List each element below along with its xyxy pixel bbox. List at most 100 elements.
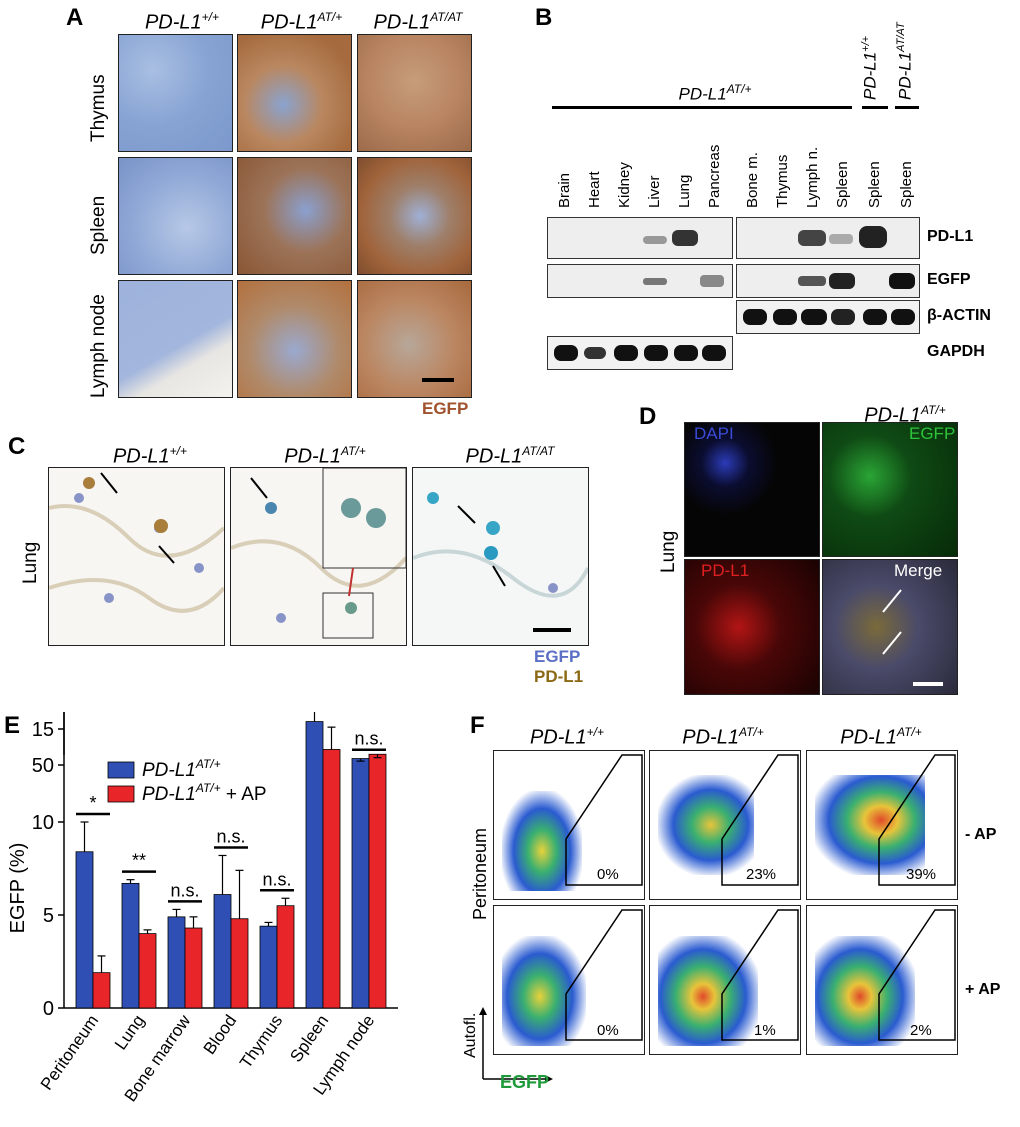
e-bar — [184, 927, 203, 1009]
f-plot-2-minus — [649, 750, 801, 900]
b-lane-spleen-wt: Spleen — [866, 161, 883, 208]
d-title: PD-L1AT/+ — [864, 403, 946, 427]
f-row-label-plus-ap: + AP — [965, 981, 1001, 998]
d-label-dapi: DAPI — [694, 424, 734, 443]
b-lane-spleen-hom: Spleen — [898, 161, 915, 208]
c-scale-bar — [533, 628, 571, 632]
d-tile-dapi — [684, 422, 820, 557]
b-lane-kidney: Kidney — [616, 162, 633, 208]
b-group-het: PD-L1AT/+ — [678, 82, 752, 104]
b-group-wt-line — [862, 106, 888, 109]
b-protein-actin: β-ACTIN — [927, 307, 991, 324]
f-tissue-label: Peritoneum — [470, 827, 490, 920]
a-tile-spleen-het — [237, 157, 352, 275]
e-sig-label: * — [89, 793, 96, 813]
b-lane-liver: Liver — [646, 175, 663, 208]
e-bar — [322, 749, 341, 1009]
b-protein-egfp: EGFP — [927, 271, 971, 288]
b-blot-pdl1-right — [736, 217, 920, 259]
d-label-egfp: EGFP — [909, 424, 956, 443]
b-lane-spleen-het: Spleen — [834, 161, 851, 208]
b-protein-gapdh: GAPDH — [927, 343, 985, 360]
e-category-label: Peritoneum — [37, 1011, 102, 1093]
a-tile-lymph-wt — [118, 280, 233, 398]
f-x-axis-label: EGFP — [500, 1072, 550, 1092]
a-tile-thymus-het — [237, 34, 352, 152]
a-scale-bar — [422, 378, 454, 382]
d-tile-egfp — [822, 422, 958, 557]
c-header-het: PD-L1AT/+ — [284, 444, 366, 468]
e-y-tick-label: 15 — [32, 719, 54, 741]
b-lane-brain: Brain — [556, 172, 573, 208]
b-blot-pdl1-left — [547, 217, 733, 259]
e-legend-swatch — [107, 785, 135, 803]
e-y-axis-label: EGFP (%) — [7, 843, 29, 934]
e-bar — [167, 916, 186, 1009]
b-blot-egfp-right — [736, 264, 920, 298]
a-row-label-spleen: Spleen — [88, 195, 109, 255]
f-pct-1-minus: 0% — [597, 866, 619, 883]
e-y-tick-label: 50 — [32, 755, 54, 777]
f-header-2: PD-L1AT/+ — [682, 725, 764, 749]
f-plot-3-plus — [806, 905, 958, 1055]
e-bar — [92, 972, 111, 1009]
d-label-merge: Merge — [894, 561, 943, 580]
panel-label-f: F — [470, 712, 485, 739]
e-bar-chart: 0510152050EGFP (%)*Peritoneum**Lungn.s.B… — [7, 712, 398, 1105]
a-header-het: PD-L1AT/+ — [260, 10, 343, 34]
f-header-3: PD-L1AT/+ — [840, 725, 922, 749]
f-row-label-minus-ap: - AP — [965, 826, 997, 843]
e-bar — [75, 851, 94, 1009]
a-tile-spleen-hom — [357, 157, 472, 275]
f-plot-3-minus — [806, 750, 958, 900]
e-y-tick-label: 0 — [43, 998, 54, 1020]
f-pct-1-plus: 0% — [597, 1022, 619, 1039]
c-row-label-lung: Lung — [20, 541, 41, 584]
panel-label-e: E — [4, 712, 21, 739]
c-tile-wt — [48, 467, 225, 646]
a-header-wt: PD-L1+/+ — [144, 10, 220, 34]
e-legend-label: PD-L1AT/+ — [142, 757, 221, 781]
f-pct-3-plus: 2% — [910, 1022, 932, 1039]
b-blot-actin — [736, 300, 920, 334]
e-bar — [121, 882, 140, 1009]
e-y-tick-label: 10 — [32, 812, 54, 834]
a-row-label-lymph-node: Lymph node — [88, 294, 109, 398]
b-blot-gapdh — [547, 336, 733, 370]
panel-label-b: B — [535, 4, 553, 31]
c-legend-egfp: EGFP — [534, 647, 581, 666]
a-row-label-thymus: Thymus — [88, 74, 109, 142]
panel-label-d: D — [639, 403, 657, 430]
b-lane-lymph-node: Lymph n. — [804, 146, 821, 208]
a-tile-thymus-hom — [357, 34, 472, 152]
e-category-label: Spleen — [286, 1011, 332, 1065]
b-lane-thymus: Thymus — [774, 154, 791, 208]
b-lane-heart: Heart — [586, 171, 603, 208]
c-legend-pdl1: PD-L1 — [534, 667, 584, 686]
f-axes-arrows — [479, 1007, 553, 1083]
a-header-hom: PD-L1AT/AT — [373, 10, 463, 34]
a-stain-label: EGFP — [422, 399, 469, 418]
f-pct-3-minus: 39% — [906, 866, 937, 883]
d-scale-bar — [913, 682, 943, 686]
f-plot-1-plus — [493, 905, 645, 1055]
f-plot-1-minus — [493, 750, 645, 900]
b-blot-egfp-left — [547, 264, 733, 298]
d-label-pdl1: PD-L1 — [701, 561, 750, 580]
a-tile-lymph-hom — [357, 280, 472, 398]
e-sig-label: ** — [132, 851, 146, 871]
c-tile-het — [230, 467, 407, 646]
b-group-hom-line — [895, 106, 919, 109]
e-legend-label: PD-L1AT/+ + AP — [142, 781, 267, 805]
e-legend-swatch — [107, 761, 135, 779]
f-pct-2-plus: 1% — [754, 1022, 776, 1039]
d-tile-merge — [822, 559, 958, 695]
f-header-1: PD-L1+/+ — [529, 725, 605, 749]
b-protein-pdl1: PD-L1 — [927, 228, 974, 245]
e-bar — [213, 894, 232, 1009]
panel-label-a: A — [66, 4, 84, 31]
e-y-tick-label: 5 — [43, 905, 54, 927]
panel-label-c: C — [8, 433, 26, 460]
b-group-wt: PD-L1+/+ — [860, 35, 880, 100]
c-header-wt: PD-L1+/+ — [112, 444, 188, 468]
